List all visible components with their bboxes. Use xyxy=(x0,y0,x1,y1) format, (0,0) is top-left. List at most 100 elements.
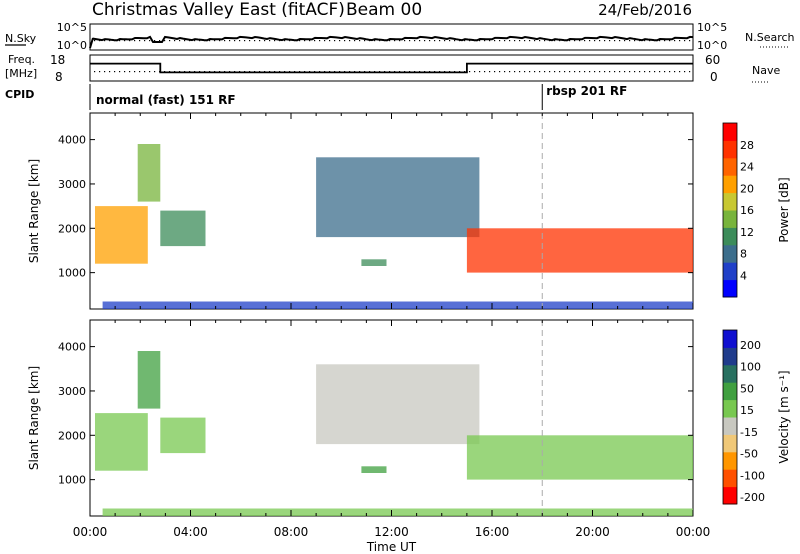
power-colorbar-tick: 16 xyxy=(740,204,754,217)
nave-dot xyxy=(339,71,341,73)
noise-search-dot xyxy=(664,40,666,42)
nave-dot xyxy=(639,71,641,73)
power-colorbar-label: Power [dB] xyxy=(777,177,791,242)
noise-left-tick: 10^5 xyxy=(57,21,87,34)
nave-dot xyxy=(94,71,96,73)
power-ytick-label: 1000 xyxy=(58,267,86,280)
nave-dot xyxy=(219,71,221,73)
velocity-colorbar-segment xyxy=(723,451,737,470)
velocity-colorbar-tick: -15 xyxy=(740,426,758,439)
noise-search-dot xyxy=(534,40,536,42)
power-echo-region xyxy=(466,228,693,273)
noise-search-dot xyxy=(554,40,556,42)
noise-search-dot xyxy=(474,40,476,42)
velocity-echo-region xyxy=(160,417,206,454)
noise-search-dot xyxy=(384,40,386,42)
nave-dot xyxy=(614,71,616,73)
nave-dot xyxy=(449,71,451,73)
nave-dot xyxy=(319,71,321,73)
noise-search-dot xyxy=(584,40,586,42)
noise-search-dot xyxy=(574,40,576,42)
xtick-label: 00:00 xyxy=(73,525,108,539)
noise-search-dot xyxy=(159,40,161,42)
nave-dot xyxy=(169,71,171,73)
noise-search-dot xyxy=(434,40,436,42)
noise-search-dot xyxy=(564,40,566,42)
nave-dot xyxy=(489,71,491,73)
power-colorbar-segment xyxy=(723,227,737,246)
nave-dot xyxy=(299,71,301,73)
nave-dot xyxy=(679,71,681,73)
power-echo-region xyxy=(95,206,148,264)
nave-dot xyxy=(189,71,191,73)
noise-search-dot xyxy=(194,40,196,42)
velocity-colorbar-segment xyxy=(723,399,737,418)
noise-search-dot xyxy=(674,40,676,42)
noise-search-dot xyxy=(644,40,646,42)
nave-dot xyxy=(354,71,356,73)
noise-search-dot xyxy=(119,40,121,42)
noise-search-dot xyxy=(229,40,231,42)
power-colorbar-tick: 20 xyxy=(740,182,754,195)
noise-search-dot xyxy=(544,40,546,42)
velocity-colorbar-tick: -50 xyxy=(740,448,758,461)
noise-search-dot xyxy=(354,40,356,42)
power-echo-region xyxy=(137,144,161,202)
noise-search-dot xyxy=(284,40,286,42)
power-colorbar-tick: 12 xyxy=(740,226,754,239)
noise-search-dot xyxy=(144,40,146,42)
noise-search-dot xyxy=(429,40,431,42)
power-echo-region xyxy=(102,301,694,309)
noise-search-dot xyxy=(269,40,271,42)
noise-search-dot xyxy=(454,40,456,42)
velocity-colorbar-segment xyxy=(723,434,737,453)
noise-search-dot xyxy=(99,40,101,42)
velocity-echo-region xyxy=(466,435,693,480)
power-colorbar-segment xyxy=(723,140,737,159)
noise-search-dot xyxy=(314,40,316,42)
noise-search-dot xyxy=(349,40,351,42)
velocity-echo-region xyxy=(95,413,148,471)
xtick-label: 12:00 xyxy=(374,525,409,539)
nave-dot xyxy=(624,71,626,73)
power-colorbar-frame xyxy=(722,122,738,298)
noise-search-dot xyxy=(489,40,491,42)
noise-search-dot xyxy=(524,40,526,42)
nave-dot xyxy=(559,71,561,73)
noise-search-dot xyxy=(164,40,166,42)
noise-search-dot xyxy=(369,40,371,42)
nave-dot xyxy=(174,71,176,73)
nave-dot xyxy=(444,71,446,73)
power-colorbar-segment xyxy=(723,244,737,263)
nave-dot xyxy=(579,71,581,73)
noise-search-dot xyxy=(199,40,201,42)
nave-dot xyxy=(494,71,496,73)
velocity-colorbar-segment xyxy=(723,486,737,505)
noise-search-dot xyxy=(614,40,616,42)
noise-search-dot xyxy=(274,40,276,42)
noise-search-dot xyxy=(244,40,246,42)
velocity-echo-region xyxy=(137,351,161,409)
velocity-colorbar-tick: 50 xyxy=(740,382,754,395)
noise-search-dot xyxy=(399,40,401,42)
power-colorbar-tick: 24 xyxy=(740,161,754,174)
noise-search-dot xyxy=(394,40,396,42)
noise-search-dot xyxy=(234,40,236,42)
nave-dot xyxy=(159,71,161,73)
frequency-panel-frame xyxy=(89,54,694,82)
nave-dot xyxy=(264,71,266,73)
velocity-colorbar-tick: -100 xyxy=(740,469,765,482)
noise-search-dot xyxy=(684,40,686,42)
nave-tick: 60 xyxy=(705,53,720,67)
nave-dot xyxy=(229,71,231,73)
nave-dot xyxy=(324,71,326,73)
noise-search-dot xyxy=(519,40,521,42)
noise-search-dot xyxy=(224,40,226,42)
nave-dot xyxy=(674,71,676,73)
nave-dot xyxy=(584,71,586,73)
noise-search-dot xyxy=(514,40,516,42)
noise-search-dot xyxy=(289,40,291,42)
power-ytick-label: 2000 xyxy=(58,222,86,235)
noise-search-dot xyxy=(109,40,111,42)
nave-dot xyxy=(399,71,401,73)
